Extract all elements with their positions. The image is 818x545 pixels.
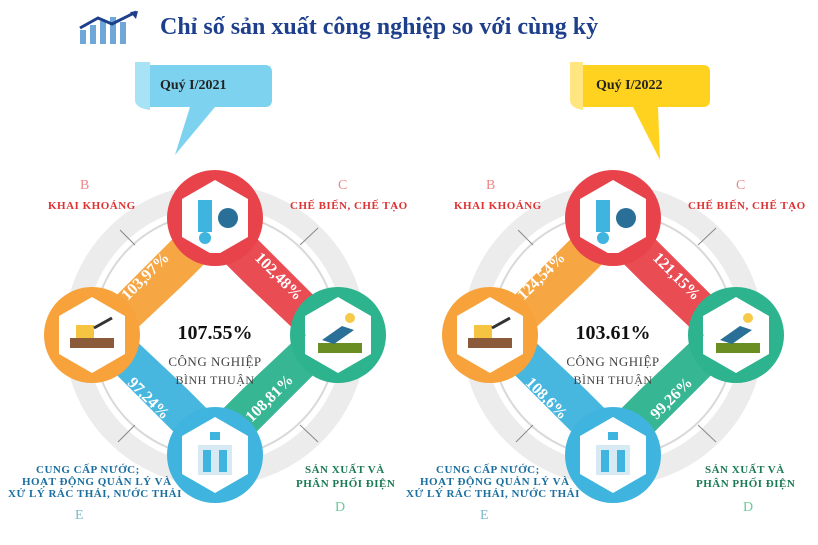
sector-b-label: KHAI KHOÁNG — [48, 200, 136, 212]
solar-panel-icon — [716, 313, 760, 353]
excavator-icon — [70, 316, 114, 348]
factory-machine-icon — [596, 200, 636, 244]
sector-d-letter: D — [743, 500, 754, 515]
center-label-1: CÔNG NGHIỆP — [566, 354, 660, 369]
sector-c-label: CHẾ BIẾN, CHẾ TẠO — [688, 200, 806, 212]
sector-c-letter: C — [736, 178, 746, 193]
sector-e-label-3: XỬ LÝ RÁC THẢI, NƯỚC THẢI — [406, 488, 580, 500]
water-pipe-icon — [198, 432, 232, 475]
header — [78, 8, 148, 48]
sector-e-label-1: CUNG CẤP NƯỚC; — [36, 464, 140, 476]
quarter-label: Quý I/2021 — [160, 78, 227, 93]
growth-chart-icon — [79, 10, 138, 44]
sector-e-label-2: HOẠT ĐỘNG QUẢN LÝ VÀ — [420, 476, 570, 488]
sector-b-letter: B — [486, 178, 496, 193]
sector-e-label-2: HOẠT ĐỘNG QUẢN LÝ VÀ — [22, 476, 172, 488]
sector-d-label-1: SẢN XUẤT VÀ — [705, 464, 785, 476]
sector-d-label-2: PHÂN PHỐI ĐIỆN — [696, 478, 796, 490]
sector-d-label-2: PHÂN PHỐI ĐIỆN — [296, 478, 396, 490]
sector-b-letter: B — [80, 178, 90, 193]
sector-d-label-1: SẢN XUẤT VÀ — [305, 464, 385, 476]
quarter-label: Quý I/2022 — [596, 78, 663, 93]
panel-q1-2022: Quý I/2022 B KHAI KHOÁNG C CHẾ BIẾN, CHẾ… — [398, 60, 808, 545]
diagram-graphic — [442, 62, 784, 503]
sector-c-letter: C — [338, 178, 348, 193]
sector-b-label: KHAI KHOÁNG — [454, 200, 542, 212]
solar-panel-icon — [318, 313, 362, 353]
sector-e-label-3: XỬ LÝ RÁC THẢI, NƯỚC THẢI — [8, 488, 182, 500]
center-value: 103.61% — [575, 322, 651, 344]
sector-e-letter: E — [480, 508, 489, 523]
sector-e-label-1: CUNG CẤP NƯỚC; — [436, 464, 540, 476]
diagram-graphic — [44, 62, 386, 503]
factory-machine-icon — [198, 200, 238, 244]
water-pipe-icon — [596, 432, 630, 475]
sector-e-letter: E — [75, 508, 84, 523]
page-title: Chỉ số sản xuất công nghiệp so với cùng … — [160, 14, 599, 40]
sector-d-letter: D — [335, 500, 346, 515]
center-label-1: CÔNG NGHIỆP — [168, 354, 262, 369]
sector-c-label: CHẾ BIẾN, CHẾ TẠO — [290, 200, 408, 212]
panel-q1-2021: Quý I/2021 B KHAI KHOÁNG C CHẾ BIẾN, CHẾ… — [0, 60, 410, 545]
center-label-2: BÌNH THUẬN — [573, 373, 653, 387]
excavator-icon — [468, 316, 512, 348]
center-value: 107.55% — [177, 322, 253, 344]
center-label-2: BÌNH THUẬN — [175, 373, 255, 387]
